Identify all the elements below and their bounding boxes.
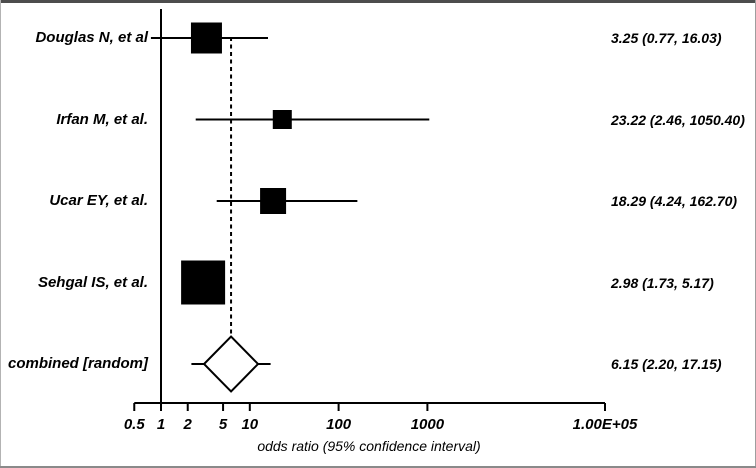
- estimate-value: 6.15 (2.20, 17.15): [611, 356, 722, 372]
- estimate-value: 23.22 (2.46, 1050.40): [611, 111, 745, 128]
- x-tick-label: 10: [241, 416, 258, 433]
- x-tick-label: 5: [219, 416, 228, 433]
- estimate-value: 3.25 (0.77, 16.03): [611, 30, 722, 46]
- x-tick-label: 1000: [411, 416, 445, 433]
- weight-square: [181, 260, 226, 305]
- x-tick-label: 2: [183, 416, 193, 433]
- estimate-value: 2.98 (1.73, 5.17): [611, 274, 714, 291]
- x-tick-label: 100: [326, 416, 352, 433]
- weight-square: [190, 22, 222, 54]
- x-tick-label: 1: [157, 416, 165, 433]
- x-axis-title: odds ratio (95% confidence interval): [257, 438, 481, 454]
- study-label: Irfan M, et al.: [56, 110, 148, 128]
- study-label: Sehgal IS, et al.: [37, 273, 148, 291]
- frame-border-top: [0, 0, 756, 3]
- study-label: combined [random]: [7, 355, 148, 372]
- weight-square: [272, 110, 292, 129]
- combined-diamond: [202, 335, 260, 393]
- x-tick-label: 0.5: [124, 416, 146, 433]
- weight-square: [260, 188, 287, 214]
- study-label: Douglas N, et al: [35, 29, 148, 46]
- frame-border-left: [0, 0, 1, 468]
- x-tick-label: 1.00E+05: [573, 416, 638, 433]
- frame-border-bottom: [0, 466, 756, 468]
- study-label: Ucar EY, et al.: [49, 192, 148, 209]
- estimate-value: 18.29 (4.24, 162.70): [611, 193, 738, 209]
